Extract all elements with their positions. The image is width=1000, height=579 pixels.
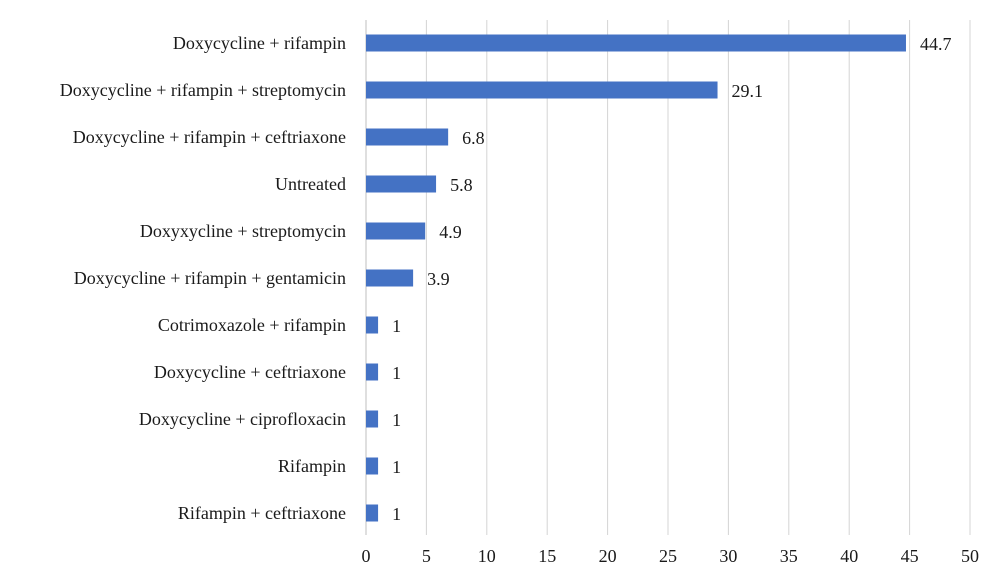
category-label: Cotrimoxazole + rifampin bbox=[158, 315, 346, 335]
data-label: 1 bbox=[392, 363, 401, 383]
grid-lines bbox=[365, 20, 971, 535]
bar bbox=[366, 316, 379, 334]
data-label: 1 bbox=[392, 316, 401, 336]
bars bbox=[366, 34, 906, 522]
x-tick-label: 5 bbox=[422, 546, 431, 566]
category-label: Rifampin + ceftriaxone bbox=[178, 503, 346, 523]
category-label: Doxycycline + rifampin bbox=[173, 33, 346, 53]
bar bbox=[366, 410, 379, 428]
x-tick-label: 20 bbox=[599, 546, 617, 566]
x-tick-label: 40 bbox=[840, 546, 858, 566]
category-label: Doxycycline + ciprofloxacin bbox=[139, 409, 346, 429]
category-label: Untreated bbox=[275, 174, 346, 194]
category-label: Doxycycline + rifampin + streptomycin bbox=[60, 80, 346, 100]
category-labels: Doxycycline + rifampin Doxycycline + rifa… bbox=[60, 33, 346, 523]
bar bbox=[366, 128, 449, 146]
data-label: 1 bbox=[392, 410, 401, 430]
x-tick-label: 50 bbox=[961, 546, 979, 566]
data-label: 6.8 bbox=[462, 128, 485, 148]
x-axis-tick-labels: 0 5 10 15 20 25 30 35 40 45 50 bbox=[362, 546, 980, 566]
x-tick-label: 15 bbox=[538, 546, 556, 566]
data-label: 5.8 bbox=[450, 175, 473, 195]
data-label: 1 bbox=[392, 504, 401, 524]
bar bbox=[366, 504, 379, 522]
data-label: 29.1 bbox=[732, 81, 764, 101]
x-tick-label: 25 bbox=[659, 546, 677, 566]
category-label: Doxyxycline + streptomycin bbox=[140, 221, 346, 241]
category-label: Doxycycline + ceftriaxone bbox=[154, 362, 346, 382]
bar bbox=[366, 363, 379, 381]
bar bbox=[366, 34, 906, 52]
x-tick-label: 0 bbox=[362, 546, 371, 566]
value-labels: 44.7 29.1 6.8 5.8 4.9 3.9 1 1 1 1 1 bbox=[392, 34, 951, 524]
category-label: Doxycycline + rifampin + ceftriaxone bbox=[73, 127, 346, 147]
bar bbox=[366, 81, 718, 99]
data-label: 44.7 bbox=[920, 34, 952, 54]
data-label: 3.9 bbox=[427, 269, 450, 289]
bar bbox=[366, 175, 437, 193]
x-tick-label: 45 bbox=[901, 546, 919, 566]
bar bbox=[366, 457, 379, 475]
category-label: Doxycycline + rifampin + gentamicin bbox=[74, 268, 346, 288]
data-label: 4.9 bbox=[439, 222, 462, 242]
bar bbox=[366, 222, 426, 240]
x-tick-label: 30 bbox=[719, 546, 737, 566]
bar bbox=[366, 269, 414, 287]
category-label: Rifampin bbox=[278, 456, 346, 476]
data-label: 1 bbox=[392, 457, 401, 477]
x-tick-label: 10 bbox=[478, 546, 496, 566]
x-tick-label: 35 bbox=[780, 546, 798, 566]
